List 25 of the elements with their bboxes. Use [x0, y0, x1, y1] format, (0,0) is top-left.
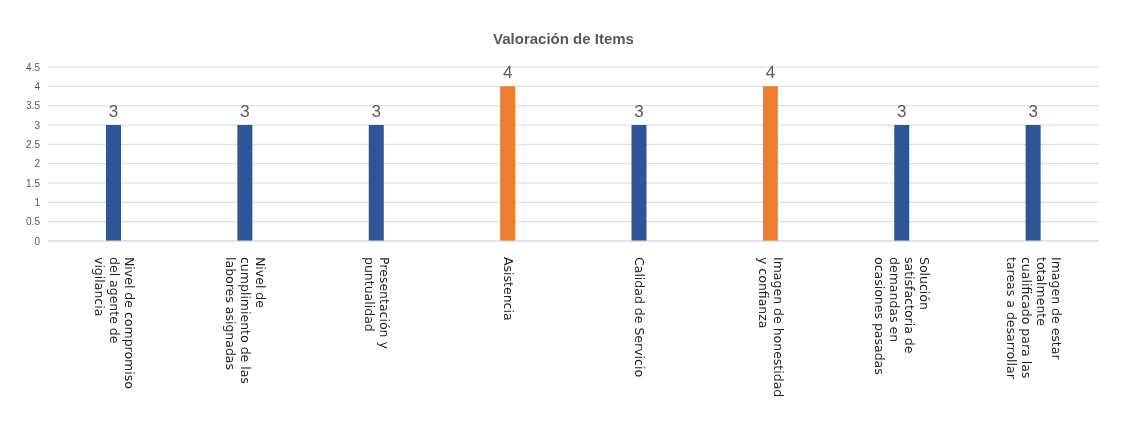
- y-tick-label: 4: [34, 80, 41, 92]
- data-label: 3: [897, 102, 907, 121]
- x-tick-label: Nivel de cumplimiento de las labores asignadas: [223, 257, 269, 384]
- data-label: 4: [502, 63, 513, 83]
- x-tick-label: Imagen de honestidad y confianza: [756, 257, 787, 398]
- data-label: 3: [240, 102, 250, 121]
- data-label: 3: [634, 102, 644, 121]
- chart-title: Valoración de Items: [492, 29, 635, 49]
- y-tick-label: 0.5: [26, 216, 41, 228]
- x-tick-label: Calidad de Servicio: [632, 257, 648, 378]
- y-tick-label: 0: [34, 235, 41, 247]
- y-tick-label: 1: [34, 196, 41, 208]
- data-label: 4: [765, 63, 776, 83]
- x-tick-label: Asistencia: [500, 257, 516, 321]
- y-tick-label: 2: [34, 158, 41, 170]
- x-tick-label: Presentación y puntualidad: [361, 257, 392, 350]
- y-tick-label: 4.5: [26, 61, 41, 73]
- data-label: 3: [1028, 102, 1038, 121]
- y-tick-label: 1.5: [26, 177, 41, 189]
- x-tick-label: Nivel de compromiso del agente de vigilancia: [91, 257, 137, 389]
- y-tick-label: 2.5: [26, 138, 41, 150]
- data-label: 3: [371, 102, 381, 121]
- data-label: 3: [108, 102, 119, 121]
- y-tick-label: 3: [34, 119, 41, 131]
- y-tick-label: 3.5: [26, 100, 41, 112]
